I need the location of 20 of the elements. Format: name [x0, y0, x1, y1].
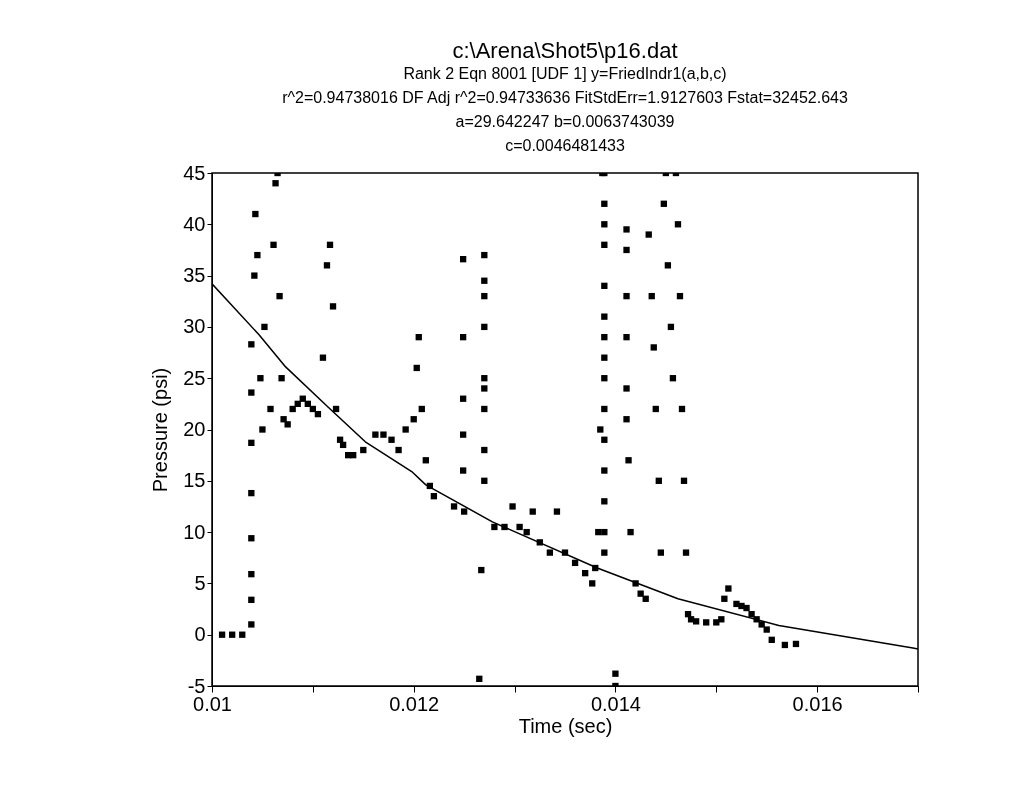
y-tick-label: 10: [183, 520, 206, 543]
y-tick-label: 45: [183, 161, 206, 184]
y-tick-label: 35: [183, 264, 206, 287]
chart-subtitle: Rank 2 Eqn 8001 [UDF 1] y=FriedIndr1(a,b,c): [403, 65, 727, 82]
y-tick-label: 40: [183, 212, 206, 235]
text: c=0.0046481433: [505, 137, 625, 154]
x-tick-label: 0.012: [389, 692, 440, 715]
text: r^2=0.94738016 DF Adj r^2=0.94733636 FitStdErr=1.9127603 Fstat=32452.643: [282, 89, 848, 106]
chart-title: c:\Arena\Shot5\p16.dat: [452, 38, 678, 63]
y-tick-label: 5: [194, 571, 206, 594]
text: a=29.642247 b=0.0063743039: [455, 113, 675, 130]
y-tick-label: 0: [194, 623, 206, 646]
y-tick-label: 30: [183, 315, 206, 338]
y-axis-title: Pressure (psi): [149, 367, 172, 493]
x-axis-title: Time (sec): [518, 714, 613, 737]
y-tick-label: 20: [183, 418, 206, 440]
y-tick-label: 15: [183, 469, 206, 492]
x-tick-label: 0.016: [792, 692, 843, 715]
x-tick-label: 0.014: [590, 692, 641, 715]
y-tick-label: 25: [183, 366, 206, 389]
